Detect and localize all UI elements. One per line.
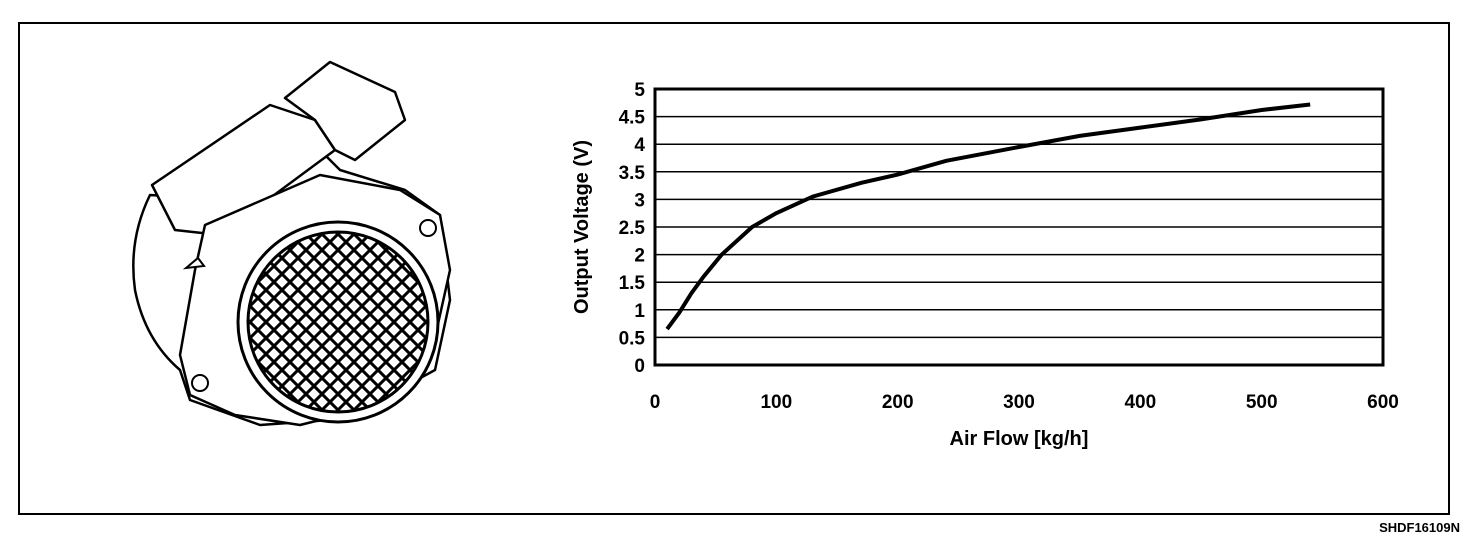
connector-plug	[283, 60, 407, 162]
sensor-inlet-ring	[236, 220, 440, 424]
x-tick-label: 100	[760, 392, 792, 413]
mounting-hole-icon	[419, 219, 437, 237]
y-tick-label: 5	[634, 80, 645, 101]
x-tick-label: 400	[1124, 392, 1156, 413]
x-tick-label: 0	[650, 392, 661, 413]
y-tick-label: 1	[634, 301, 645, 322]
y-tick-label: 3	[634, 190, 645, 211]
y-tick-label: 4	[634, 135, 645, 156]
figure-frame	[18, 22, 1450, 515]
y-tick-label: 3.5	[619, 163, 646, 184]
y-tick-label: 2	[634, 246, 645, 267]
flow-arrow-icon	[182, 256, 206, 270]
maf-sensor-illustration	[132, 60, 452, 427]
x-axis-label: Air Flow [kg/h]	[950, 428, 1089, 450]
x-tick-label: 200	[882, 392, 914, 413]
plot-area	[653, 87, 1385, 367]
x-tick-label: 500	[1246, 392, 1278, 413]
y-tick-label: 4.5	[619, 108, 646, 129]
y-axis-label: Output Voltage (V)	[571, 140, 593, 314]
y-tick-label: 0	[634, 356, 645, 377]
y-tick-label: 2.5	[619, 218, 646, 239]
mounting-hole-icon	[191, 374, 209, 392]
series-line	[665, 102, 1311, 331]
figure-code: SHDF16109N	[1379, 520, 1460, 535]
x-tick-label: 600	[1367, 392, 1399, 413]
y-tick-label: 1.5	[619, 273, 646, 294]
x-tick-label: 300	[1003, 392, 1035, 413]
y-tick-label: 0.5	[619, 328, 646, 349]
